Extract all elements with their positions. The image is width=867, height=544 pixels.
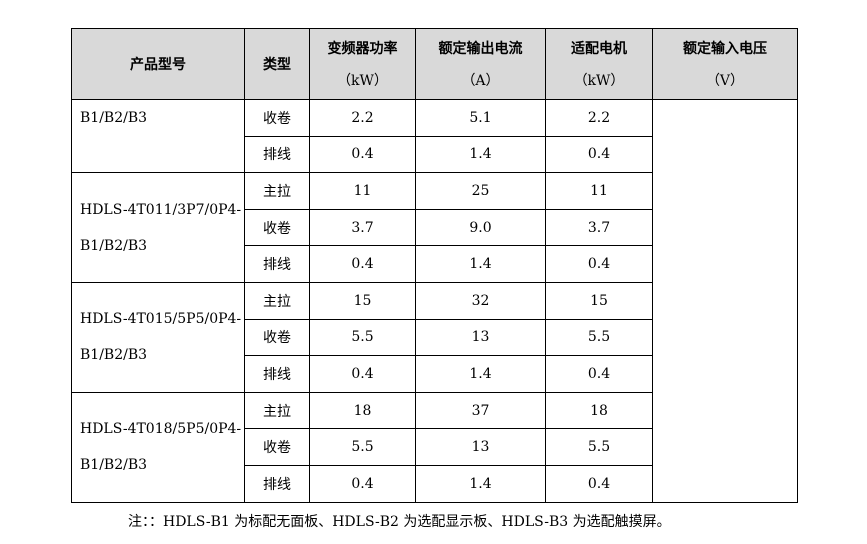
header-type: 类型 (244, 28, 310, 100)
motor-cell: 5.5 (545, 318, 653, 357)
header-motor-unit: （kW） (573, 73, 625, 89)
power-cell: 5.5 (309, 318, 416, 357)
header-model-label: 产品型号 (130, 57, 186, 73)
model-cell: HDLS-4T018/5P5/0P4- B1/B2/B3 (71, 391, 245, 503)
power-cell: 0.4 (309, 135, 416, 174)
motor-cell: 0.4 (545, 135, 653, 174)
model-label-line1: HDLS-4T018/5P5/0P4- (80, 421, 242, 438)
header-type-label: 类型 (263, 57, 291, 73)
spec-table: 产品型号 类型 变频器功率 （kW） 额定输出电流 （A） 适配电机 （kW） … (71, 28, 798, 503)
power-cell: 0.4 (309, 464, 416, 503)
header-current: 额定输出电流 （A） (415, 28, 546, 100)
motor-cell: 2.2 (545, 99, 653, 137)
voltage-cell (652, 99, 798, 503)
header-motor-label: 适配电机 (571, 41, 627, 57)
motor-cell: 15 (545, 281, 653, 320)
power-cell: 3.7 (309, 208, 416, 247)
table-row: 排线 0.4 1.4 0.4 (72, 245, 798, 283)
power-cell: 18 (309, 391, 416, 430)
current-cell: 32 (415, 281, 546, 320)
motor-cell: 3.7 (545, 208, 653, 247)
power-cell: 11 (309, 172, 416, 210)
power-cell: 2.2 (309, 99, 416, 137)
model-label-line2: B1/B2/B3 (80, 457, 148, 474)
current-cell: 1.4 (415, 355, 546, 393)
motor-cell: 5.5 (545, 428, 653, 466)
current-cell: 5.1 (415, 99, 546, 137)
header-power-label: 变频器功率 (327, 41, 398, 57)
motor-cell: 0.4 (545, 355, 653, 393)
motor-cell: 18 (545, 391, 653, 430)
type-cell: 主拉 (244, 391, 310, 430)
current-cell: 1.4 (415, 135, 546, 174)
model-label-line2: B1/B2/B3 (80, 237, 148, 254)
table-row: 收卷 5.5 13 5.5 (72, 428, 798, 466)
table-row: 排线 0.4 1.4 0.4 (72, 135, 798, 174)
header-voltage-label: 额定输入电压 (683, 41, 767, 57)
current-cell: 1.4 (415, 245, 546, 283)
type-cell: 收卷 (244, 208, 310, 247)
header-power: 变频器功率 （kW） (309, 28, 416, 100)
current-cell: 37 (415, 391, 546, 430)
power-cell: 5.5 (309, 428, 416, 466)
table-row: HDLS-4T011/3P7/0P4- B1/B2/B3 主拉 11 25 11 (71, 172, 798, 283)
current-cell: 25 (415, 172, 546, 210)
power-cell: 0.4 (309, 355, 416, 393)
model-label-line2: B1/B2/B3 (80, 347, 148, 364)
power-cell: 15 (309, 281, 416, 320)
type-cell: 排线 (244, 245, 310, 283)
type-cell: 收卷 (244, 99, 310, 137)
motor-cell: 11 (545, 172, 653, 210)
type-cell: 排线 (244, 135, 310, 174)
model-cell: B1/B2/B3 (71, 98, 245, 174)
table-row: HDLS-4T018/5P5/0P4- B1/B2/B3 主拉 18 37 18 (71, 391, 798, 503)
model-label: B1/B2/B3 (80, 110, 148, 126)
current-cell: 13 (415, 318, 546, 357)
type-cell: 收卷 (244, 318, 310, 357)
table-row: B1/B2/B3 收卷 2.2 5.1 2.2 (71, 98, 798, 503)
type-cell: 主拉 (244, 281, 310, 320)
motor-cell: 0.4 (545, 245, 653, 283)
header-current-unit: （A） (461, 73, 500, 89)
header-voltage-unit: （V） (705, 73, 745, 89)
header-model: 产品型号 (71, 28, 245, 100)
model-cell: HDLS-4T015/5P5/0P4- B1/B2/B3 (71, 281, 245, 393)
table-row: 排线 0.4 1.4 0.4 (72, 355, 798, 393)
type-cell: 排线 (244, 355, 310, 393)
header-current-label: 额定输出电流 (438, 41, 523, 57)
header-row: 产品型号 类型 变频器功率 （kW） 额定输出电流 （A） 适配电机 （kW） … (71, 28, 798, 100)
type-cell: 收卷 (244, 428, 310, 466)
type-cell: 主拉 (244, 172, 310, 210)
current-cell: 13 (415, 428, 546, 466)
table-row: HDLS-4T015/5P5/0P4- B1/B2/B3 主拉 15 32 15 (71, 281, 798, 393)
model-label-line1: HDLS-4T011/3P7/0P4- (80, 201, 242, 218)
motor-cell: 0.4 (545, 464, 653, 503)
header-power-unit: （kW） (337, 73, 388, 89)
current-cell: 9.0 (415, 208, 546, 247)
power-cell: 0.4 (309, 245, 416, 283)
table-row: 排线 0.4 1.4 0.4 (72, 464, 798, 503)
header-voltage: 额定输入电压 （V） (652, 28, 798, 100)
model-label-line1: HDLS-4T015/5P5/0P4- (80, 311, 242, 328)
type-cell: 排线 (244, 464, 310, 503)
model-cell: HDLS-4T011/3P7/0P4- B1/B2/B3 (71, 172, 245, 283)
header-motor: 适配电机 （kW） (545, 28, 653, 100)
footnote: 注：：HDLS-B1 为标配无面板、HDLS-B2 为选配显示板、HDLS-B3… (128, 514, 671, 530)
current-cell: 1.4 (415, 464, 546, 503)
